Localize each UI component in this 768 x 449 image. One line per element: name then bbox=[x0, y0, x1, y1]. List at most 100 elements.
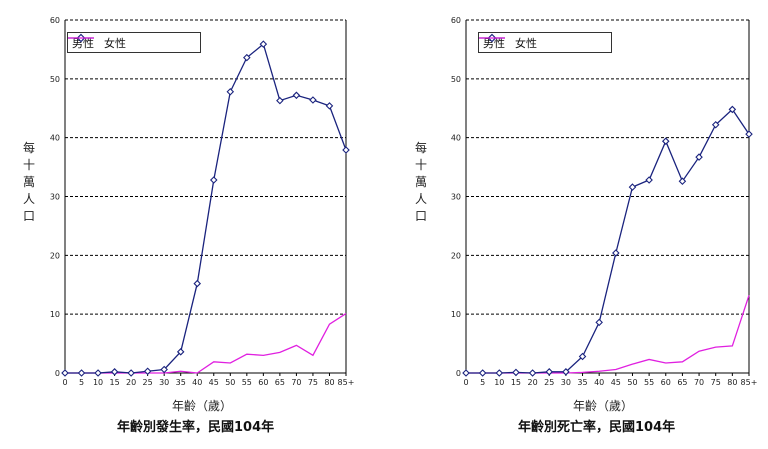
x-tick-label: 15 bbox=[109, 378, 119, 387]
data-point-male bbox=[226, 87, 235, 96]
x-tick-label: 80 bbox=[324, 378, 334, 387]
data-point-male bbox=[176, 348, 185, 356]
data-point-male bbox=[309, 96, 317, 104]
data-point-male bbox=[325, 102, 334, 110]
data-point-male bbox=[578, 352, 587, 361]
series-line-female bbox=[65, 313, 347, 374]
data-point-male bbox=[276, 96, 284, 105]
incidence-chart: 0 10 20 30 40 50 60 0 5 10 15 20 25 30 35 40 45 50 55 60 65 7… bbox=[50, 16, 355, 387]
mortality-x-axis-label: 年齡（歲） bbox=[573, 399, 634, 413]
y-tick-label: 10 bbox=[50, 310, 60, 319]
x-tick-label: 65 bbox=[677, 378, 687, 387]
x-tick-label: 75 bbox=[308, 378, 318, 387]
legend-item-female: 女性 bbox=[479, 35, 537, 51]
data-point-male bbox=[209, 176, 218, 184]
x-tick-label: 45 bbox=[209, 378, 219, 387]
x-tick-label: 50 bbox=[225, 378, 235, 387]
data-point-male bbox=[728, 105, 737, 114]
x-tick-label: 55 bbox=[242, 378, 252, 387]
data-point-male bbox=[661, 137, 670, 145]
y-tick-label: 60 bbox=[451, 16, 461, 25]
x-tick-label: 50 bbox=[627, 378, 637, 387]
legend-female-line-icon bbox=[68, 37, 94, 39]
x-tick-label: 35 bbox=[577, 378, 587, 387]
incidence-chart-title: 年齡別發生率，民國104年 bbox=[117, 420, 275, 435]
data-point-male bbox=[243, 53, 251, 62]
x-tick-label: 20 bbox=[126, 378, 136, 387]
y-tick-label: 0 bbox=[55, 369, 60, 378]
y-tick-label: 20 bbox=[451, 251, 461, 260]
x-tick-label: 15 bbox=[511, 378, 521, 387]
x-tick-label: 55 bbox=[644, 378, 654, 387]
legend-male-label: 男性 bbox=[483, 36, 505, 50]
incidence-y-axis-label: 每十萬人口 bbox=[22, 141, 35, 223]
series-line-male bbox=[466, 108, 750, 374]
x-tick-label: 30 bbox=[561, 378, 571, 387]
incidence-x-axis-label: 年齡（歲） bbox=[172, 399, 233, 413]
y-tick-label: 30 bbox=[50, 193, 60, 202]
data-point-male bbox=[595, 318, 603, 327]
x-tick-label: 5 bbox=[480, 378, 485, 387]
x-tick-label: 60 bbox=[661, 378, 671, 387]
x-tick-label: 85+ bbox=[338, 378, 355, 387]
x-tick-label: 25 bbox=[544, 378, 554, 387]
mortality-chart: 0 10 20 30 40 50 60 0 5 10 15 20 25 30 35 40 45 50 55 60 65 7… bbox=[451, 16, 758, 387]
data-point-male bbox=[127, 369, 135, 377]
mortality-chart-panel: 0 10 20 30 40 50 60 0 5 10 15 20 25 30 35 40 45 50 55 60 65 7… bbox=[384, 0, 768, 449]
series-line-female bbox=[466, 295, 750, 374]
y-tick-label: 50 bbox=[50, 75, 60, 84]
mortality-y-axis-label: 每十萬人口 bbox=[414, 141, 427, 223]
x-tick-label: 60 bbox=[258, 378, 268, 387]
legend-female-label: 女性 bbox=[104, 36, 126, 50]
x-tick-label: 5 bbox=[79, 378, 84, 387]
legend-female-label: 女性 bbox=[515, 36, 537, 50]
y-tick-label: 50 bbox=[451, 75, 461, 84]
x-tick-label: 40 bbox=[192, 378, 202, 387]
mortality-chart-title: 年齡別死亡率，民國104年 bbox=[518, 420, 676, 435]
y-tick-label: 40 bbox=[50, 134, 60, 143]
y-tick-label: 0 bbox=[456, 369, 461, 378]
data-point-male bbox=[711, 120, 720, 129]
data-point-male bbox=[94, 369, 102, 377]
data-point-male bbox=[628, 183, 637, 191]
data-point-male bbox=[61, 369, 69, 377]
x-tick-label: 75 bbox=[711, 378, 721, 387]
data-point-male bbox=[342, 146, 350, 154]
legend-male-label: 男性 bbox=[72, 36, 94, 50]
mortality-legend: 男性 女性 bbox=[478, 32, 612, 53]
incidence-chart-panel: 0 10 20 30 40 50 60 0 5 10 15 20 25 30 35 40 45 50 55 60 65 7… bbox=[22, 16, 355, 435]
x-tick-label: 85+ bbox=[741, 378, 758, 387]
data-point-male bbox=[495, 369, 504, 377]
series-line-male bbox=[65, 42, 347, 374]
x-tick-label: 40 bbox=[594, 378, 604, 387]
legend-item-female: 女性 bbox=[68, 35, 126, 51]
data-point-male bbox=[143, 367, 152, 376]
data-point-male bbox=[193, 279, 202, 288]
x-tick-label: 70 bbox=[291, 378, 301, 387]
x-tick-label: 30 bbox=[159, 378, 169, 387]
data-point-male bbox=[292, 91, 301, 100]
data-point-male bbox=[77, 369, 86, 377]
incidence-legend: 男性 女性 bbox=[67, 32, 201, 53]
x-tick-label: 80 bbox=[727, 378, 737, 387]
y-tick-label: 40 bbox=[451, 134, 461, 143]
y-tick-label: 30 bbox=[451, 193, 461, 202]
data-point-male bbox=[562, 368, 570, 376]
data-point-male bbox=[645, 176, 653, 184]
x-tick-label: 10 bbox=[494, 378, 504, 387]
x-tick-label: 25 bbox=[143, 378, 153, 387]
x-tick-label: 65 bbox=[275, 378, 285, 387]
data-point-male bbox=[478, 369, 487, 377]
data-point-male bbox=[528, 369, 537, 377]
data-point-male bbox=[512, 368, 520, 377]
y-tick-label: 60 bbox=[50, 16, 60, 25]
data-point-male bbox=[160, 365, 168, 374]
data-point-male bbox=[110, 368, 119, 376]
y-tick-label: 20 bbox=[50, 251, 60, 260]
legend-female-line-icon bbox=[479, 37, 505, 39]
data-point-male bbox=[745, 130, 753, 138]
data-point-male bbox=[462, 369, 470, 377]
data-point-male bbox=[259, 40, 268, 48]
x-tick-label: 10 bbox=[93, 378, 103, 387]
data-point-male bbox=[695, 153, 703, 161]
